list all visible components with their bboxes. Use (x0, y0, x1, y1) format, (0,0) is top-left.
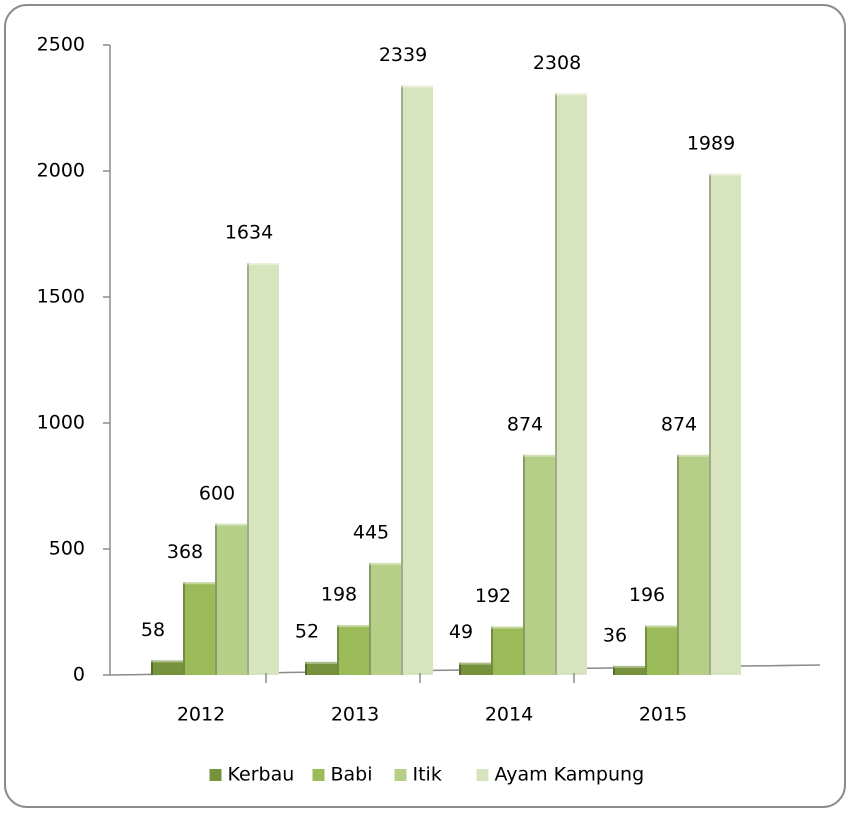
bar-shade (401, 85, 403, 675)
bar-top (151, 660, 183, 663)
bar (523, 454, 555, 675)
bar-top (247, 263, 279, 266)
data-label: 874 (661, 413, 697, 435)
bar-top (459, 662, 491, 665)
data-label: 52 (295, 620, 319, 642)
data-label: 192 (475, 585, 511, 607)
bar-shade (459, 662, 461, 675)
bar-shade (523, 454, 525, 675)
bar-top (183, 582, 215, 585)
y-tick-label: 2000 (37, 160, 85, 182)
bar-top (709, 173, 741, 176)
bar-shade (369, 562, 371, 675)
bar-shade (305, 661, 307, 675)
bar-top (555, 93, 587, 96)
bar (305, 661, 337, 675)
bar-top (491, 626, 523, 629)
legend-swatch (209, 769, 222, 781)
bar (401, 85, 433, 675)
legend-label: Itik (413, 764, 442, 786)
legend-swatch (312, 769, 325, 781)
x-tick-label: 2015 (639, 704, 687, 726)
bar-shade (709, 173, 711, 675)
data-label: 2308 (533, 52, 581, 74)
y-tick-label: 1000 (37, 412, 85, 434)
bar-top (337, 625, 369, 628)
legend-label: Ayam Kampung (495, 764, 645, 786)
bar-shade (183, 582, 185, 675)
y-tick-label: 2500 (37, 34, 85, 56)
legend-swatch (394, 769, 407, 781)
bar-top (677, 454, 709, 457)
bar-top (613, 665, 645, 668)
bar (369, 562, 401, 675)
bar (709, 173, 741, 675)
data-label: 1989 (687, 132, 735, 154)
bar (337, 625, 369, 675)
data-label: 2339 (379, 44, 427, 66)
bar (247, 263, 279, 675)
bar (645, 625, 677, 675)
y-tick-label: 500 (49, 538, 85, 560)
data-label: 1634 (225, 222, 273, 244)
y-tick-label: 1500 (37, 286, 85, 308)
bar-top (523, 454, 555, 457)
data-label: 600 (199, 482, 235, 504)
legend-label: Babi (331, 764, 373, 786)
bar (183, 582, 215, 675)
bar-shade (215, 523, 217, 675)
bar-shade (677, 454, 679, 675)
data-label: 198 (321, 584, 357, 606)
data-label: 445 (353, 521, 389, 543)
bar-shade (337, 625, 339, 675)
bar-shade (151, 660, 153, 675)
bar-shade (247, 263, 249, 675)
data-label: 49 (449, 621, 473, 643)
bar-shade (613, 665, 615, 675)
legend-swatch (476, 769, 489, 781)
y-tick-label: 0 (73, 664, 85, 686)
bar-top (215, 523, 247, 526)
bar (613, 665, 645, 675)
x-tick-label: 2014 (485, 704, 533, 726)
bar-shade (491, 626, 493, 675)
data-label: 58 (141, 619, 165, 641)
legend-label: Kerbau (228, 764, 295, 786)
bar (677, 454, 709, 675)
x-tick-label: 2012 (177, 704, 225, 726)
bar (215, 523, 247, 675)
data-label: 36 (603, 624, 627, 646)
bar (459, 662, 491, 675)
bar (555, 93, 587, 675)
x-tick-label: 2013 (331, 704, 379, 726)
bar-shade (555, 93, 557, 675)
bar-top (305, 661, 337, 664)
bar (491, 626, 523, 675)
bar-shade (645, 625, 647, 675)
bar-top (369, 562, 401, 565)
bar-top (645, 625, 677, 628)
data-label: 874 (507, 413, 543, 435)
data-label: 368 (167, 541, 203, 563)
bar (151, 660, 183, 675)
data-label: 196 (629, 584, 665, 606)
bar-top (401, 85, 433, 88)
